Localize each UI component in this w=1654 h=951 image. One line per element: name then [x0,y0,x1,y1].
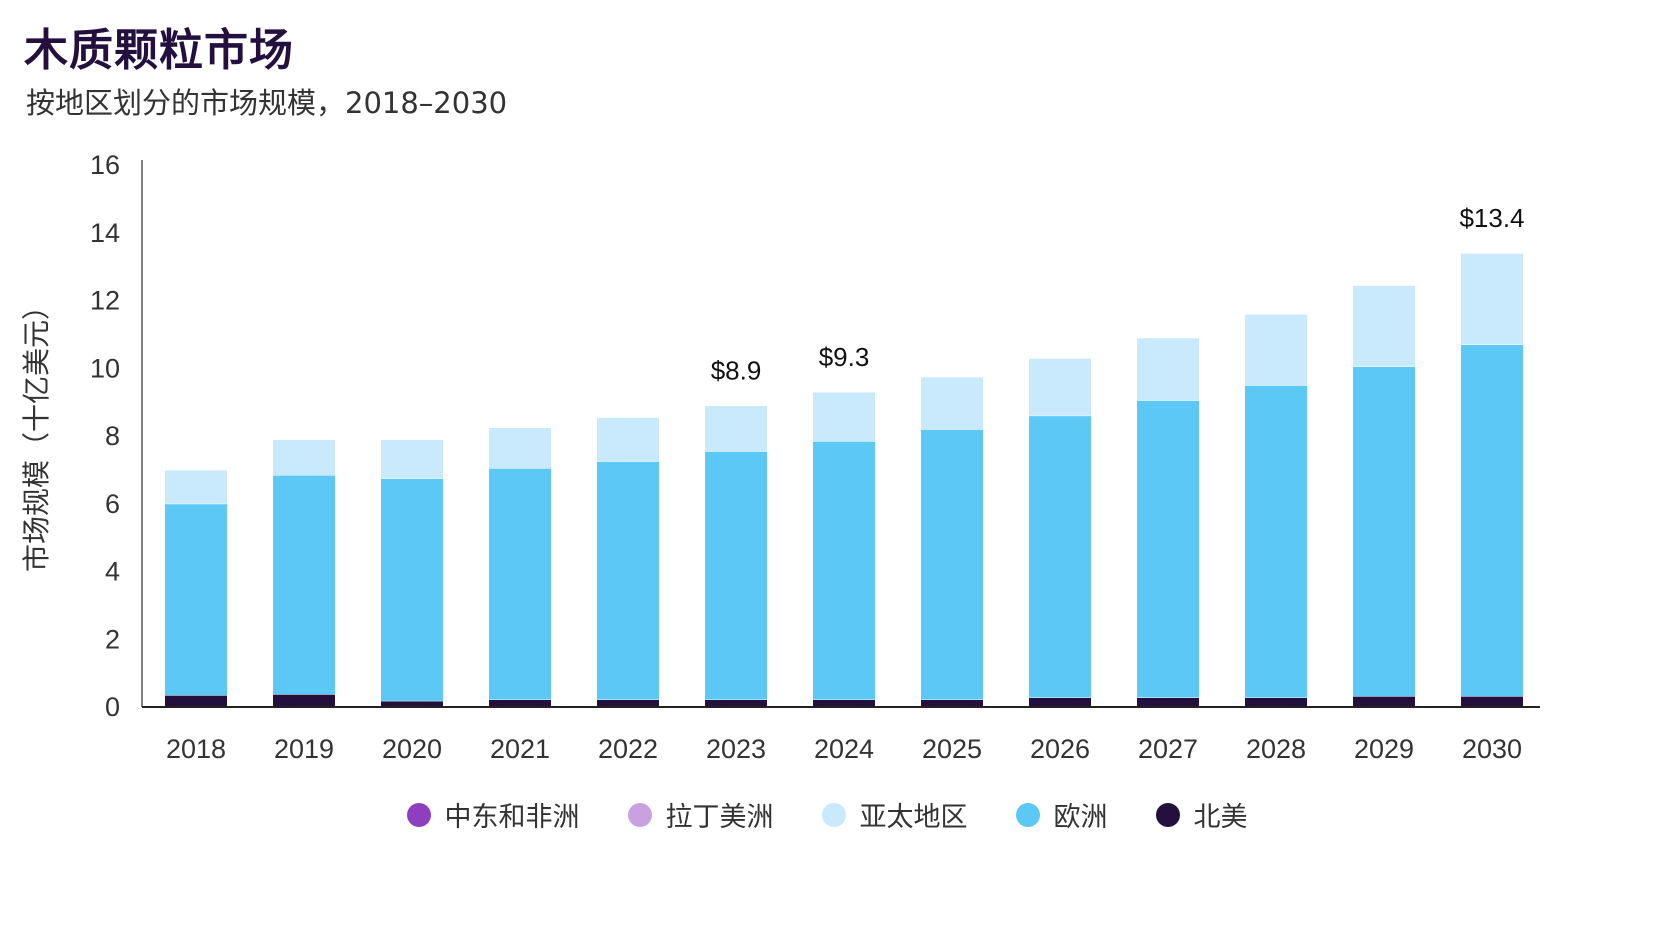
bar-2023-亚太地区 [705,405,767,452]
legend-swatch [406,802,431,827]
y-axis-label: 市场规模（十亿美元） [20,292,53,572]
legend-swatch [1015,802,1040,827]
y-tick-label: 14 [90,218,120,248]
chart-legend: 中东和非洲 拉丁美洲 亚太地区 欧洲 北美 [0,795,1654,834]
data-label-2030: $13.4 [1459,203,1524,233]
legend-label: 拉丁美洲 [665,802,774,833]
x-tick-label: 2022 [598,734,658,764]
y-tick-label: 0 [105,692,120,722]
y-axis-label-group: 市场规模（十亿美元） [20,292,53,572]
x-tick-label: 2028 [1246,734,1306,764]
bar-2027-亚太地区 [1137,337,1199,401]
legend-item: 拉丁美洲 [627,795,774,834]
bar-2030-北美 [1461,696,1523,707]
bar-2019-欧洲 [273,474,335,695]
bar-2018-北美 [165,695,227,707]
bar-2028-亚太地区 [1245,314,1307,386]
x-tick-label: 2025 [922,734,982,764]
bar-2025-北美 [921,699,983,707]
y-tick-labels: 0 2 4 6 8 10 12 14 16 [90,150,120,722]
y-tick-label: 10 [90,353,120,383]
legend-label: 中东和非洲 [444,802,580,833]
bar-2026-北美 [1029,697,1091,707]
bar-annotations: $8.9 $9.3 $13.4 [711,203,1525,385]
y-tick-label: 12 [90,286,120,316]
bar-2018-欧洲 [165,503,227,696]
legend-item: 亚太地区 [821,795,968,834]
data-label-2023: $8.9 [711,356,762,386]
bar-2023-欧洲 [705,451,767,700]
x-tick-label: 2021 [490,734,550,764]
bar-2019-亚太地区 [273,439,335,475]
bar-2024-北美 [813,699,875,707]
x-tick-label: 2030 [1462,734,1522,764]
legend-item: 中东和非洲 [406,795,580,834]
bar-2025-亚太地区 [921,376,983,430]
x-tick-label: 2023 [706,734,766,764]
legend-label: 亚太地区 [859,802,968,833]
y-tick-label: 16 [90,150,120,180]
x-tick-label: 2018 [166,734,226,764]
bar-2020-欧洲 [381,478,443,701]
legend-item: 欧洲 [1015,795,1108,834]
legend-label: 欧洲 [1053,802,1108,833]
x-tick-label: 2026 [1030,734,1090,764]
data-label-2024: $9.3 [819,342,870,372]
y-tick-label: 6 [105,489,120,519]
bar-2024-亚太地区 [813,391,875,442]
bar-2020-亚太地区 [381,439,443,479]
bar-2021-欧洲 [489,468,551,700]
x-tick-label: 2024 [814,734,874,764]
y-tick-label: 8 [105,421,120,451]
bar-2029-亚太地区 [1353,285,1415,367]
bar-2020-北美 [381,700,443,707]
bar-2029-欧洲 [1353,366,1415,697]
bar-2027-北美 [1137,697,1199,707]
x-tick-labels: 2018 2019 2020 2021 2022 2023 2024 2025 2026 2027… [166,734,1522,764]
legend-item: 北美 [1155,795,1248,834]
legend-swatch [627,802,652,827]
legend-swatch [1155,802,1180,827]
bar-2022-亚太地区 [597,417,659,462]
x-tick-label: 2020 [382,734,442,764]
chart-title: 木质颗粒市场 [24,25,294,76]
bar-2022-欧洲 [597,461,659,700]
bar-2028-欧洲 [1245,385,1307,698]
bar-2027-欧洲 [1137,400,1199,698]
bar-2025-欧洲 [921,429,983,700]
bars [165,252,1523,707]
bar-2026-欧洲 [1029,415,1091,698]
y-tick-label: 2 [105,624,120,654]
bar-2022-北美 [597,699,659,707]
bar-2019-北美 [273,694,335,707]
bar-2028-北美 [1245,697,1307,707]
legend-swatch [821,802,846,827]
x-tick-label: 2027 [1138,734,1198,764]
y-tick-label: 4 [105,557,120,587]
x-tick-label: 2029 [1354,734,1414,764]
bar-2021-亚太地区 [489,427,551,469]
bar-2026-亚太地区 [1029,358,1091,416]
chart-subtitle: 按地区划分的市场规模，2018–2030 [26,86,508,120]
bar-2030-亚太地区 [1461,253,1523,345]
bar-2024-欧洲 [813,441,875,700]
bar-2029-北美 [1353,696,1415,707]
legend-label: 北美 [1193,802,1248,833]
x-tick-label: 2019 [274,734,334,764]
bar-2018-亚太地区 [165,469,227,504]
stacked-bar-chart: 市场规模（十亿美元） 0 2 4 6 8 10 12 14 16 2018 2019 2020 202… [20,150,1540,764]
bar-2023-北美 [705,699,767,707]
bar-2021-北美 [489,699,551,707]
bar-2030-欧洲 [1461,344,1523,697]
axes [141,160,1540,708]
